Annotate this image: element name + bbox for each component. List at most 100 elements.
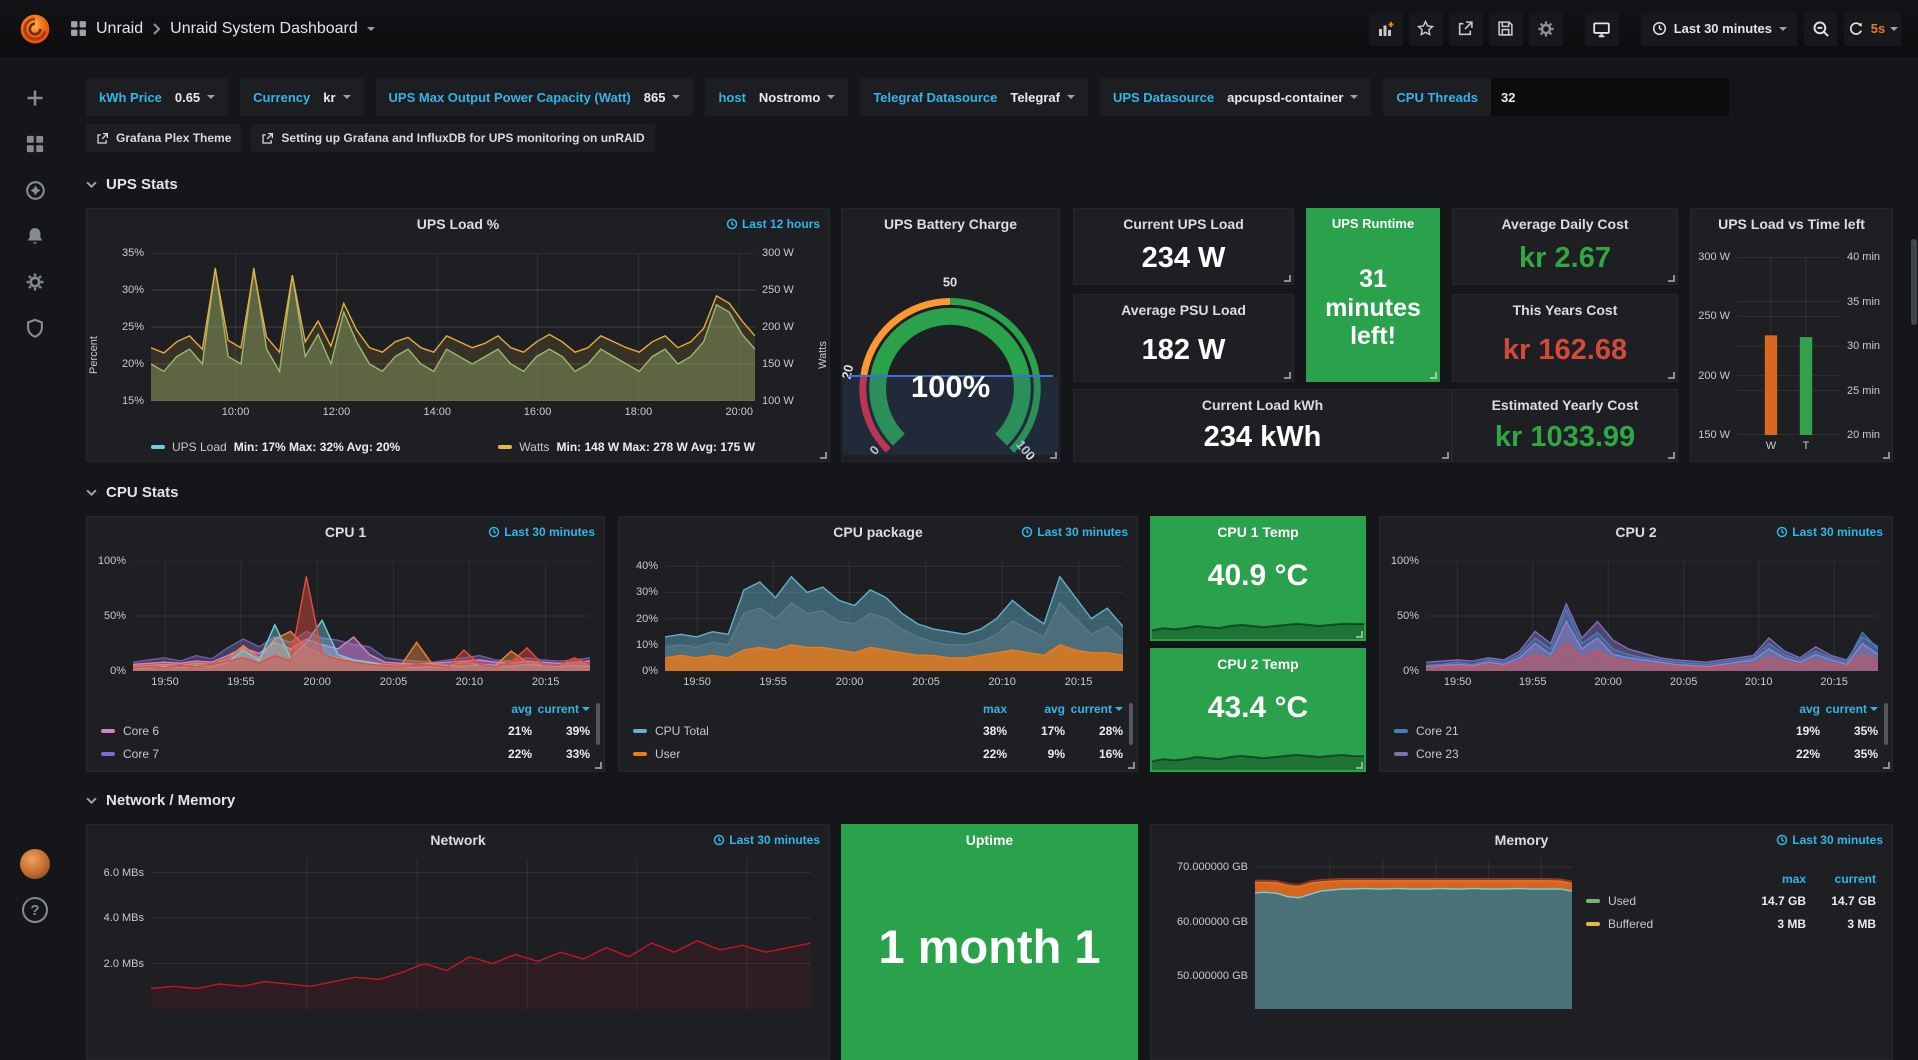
memory-chart[interactable]: [1255, 859, 1572, 1009]
panel-title[interactable]: CPU 1 Temp: [1217, 524, 1299, 540]
breadcrumb-dashboard-title[interactable]: Unraid System Dashboard: [170, 19, 358, 37]
server-admin-shield-icon[interactable]: [0, 305, 70, 351]
panel-resize-handle[interactable]: [1050, 452, 1057, 459]
variable-kwh-price[interactable]: kWh Price 0.65: [86, 78, 229, 116]
panel-resize-handle[interactable]: [1128, 762, 1135, 769]
panel-title[interactable]: Memory: [1494, 832, 1549, 848]
panel-resize-handle[interactable]: [1430, 372, 1437, 379]
panel-title[interactable]: UPS Load vs Time left: [1718, 216, 1865, 232]
panel-time-range-link[interactable]: Last 30 minutes: [488, 525, 595, 539]
legend-col-avg[interactable]: avg: [1799, 702, 1820, 716]
share-button[interactable]: [1448, 11, 1483, 46]
series-name[interactable]: Core 23: [1416, 746, 1459, 761]
variable-telegraf-datasource[interactable]: Telegraf Datasource Telegraf: [860, 78, 1088, 116]
series-name[interactable]: User: [655, 746, 681, 761]
series-name[interactable]: Used: [1608, 893, 1637, 908]
alerting-bell-icon[interactable]: [0, 213, 70, 259]
panel-title[interactable]: CPU 1: [324, 524, 367, 540]
panel-resize-handle[interactable]: [1883, 762, 1890, 769]
panel-title[interactable]: UPS Load %: [416, 216, 500, 232]
section-cpu-stats[interactable]: CPU Stats: [86, 484, 179, 501]
panel-title[interactable]: Average Daily Cost: [1501, 216, 1629, 232]
refresh-interval[interactable]: 5s: [1870, 21, 1886, 36]
panel-resize-handle[interactable]: [820, 452, 827, 459]
panel-time-range-link[interactable]: Last 12 hours: [726, 217, 820, 231]
panel-time-range-link[interactable]: Last 30 minutes: [1776, 833, 1883, 847]
explore-compass-icon[interactable]: [0, 167, 70, 213]
legend-col-avg[interactable]: avg: [1044, 702, 1065, 716]
link-grafana-plex-theme[interactable]: Grafana Plex Theme: [86, 124, 242, 152]
breadcrumb-folder[interactable]: Unraid: [96, 19, 144, 37]
zoom-out-button[interactable]: [1804, 11, 1838, 46]
legend-scrollbar[interactable]: [1884, 703, 1888, 745]
panel-title[interactable]: Network: [430, 832, 486, 848]
panel-title[interactable]: Current UPS Load: [1123, 216, 1244, 232]
panel-resize-handle[interactable]: [1356, 631, 1363, 638]
panel-resize-handle[interactable]: [1442, 452, 1449, 459]
series-name[interactable]: Buffered: [1608, 916, 1654, 931]
series-name[interactable]: Core 7: [123, 746, 160, 761]
add-panel-button[interactable]: [1368, 11, 1403, 46]
create-plus-icon[interactable]: [0, 75, 70, 121]
chevron-down-icon[interactable]: [366, 26, 375, 31]
cpu2-chart[interactable]: [1426, 561, 1878, 671]
battery-gauge[interactable]: 0 20 50 100: [842, 235, 1059, 461]
variable-ups-datasource[interactable]: UPS Datasource apcupsd-container: [1099, 78, 1372, 116]
ups-load-chart[interactable]: [151, 253, 755, 401]
panel-title[interactable]: Estimated Yearly Cost: [1491, 397, 1639, 413]
user-avatar[interactable]: [0, 841, 70, 887]
panel-title[interactable]: UPS Runtime: [1331, 216, 1415, 231]
panel-resize-handle[interactable]: [1883, 452, 1890, 459]
panel-resize-handle[interactable]: [595, 762, 602, 769]
legend-col-current[interactable]: current: [532, 702, 590, 716]
page-scrollbar[interactable]: [1911, 239, 1917, 325]
legend-col-current[interactable]: current: [1820, 702, 1878, 716]
dashboards-icon[interactable]: [0, 121, 70, 167]
time-range-picker[interactable]: Last 30 minutes: [1640, 11, 1798, 46]
section-ups-stats[interactable]: UPS Stats: [86, 176, 178, 193]
panel-resize-handle[interactable]: [1668, 372, 1675, 379]
series-name[interactable]: Core 6: [123, 723, 160, 738]
help-icon[interactable]: ?: [0, 887, 70, 933]
panel-title[interactable]: This Years Cost: [1512, 302, 1618, 318]
dashboard-settings-button[interactable]: [1528, 11, 1563, 46]
legend-col-avg[interactable]: avg: [511, 702, 532, 716]
legend-col-max[interactable]: max: [1781, 872, 1806, 886]
ups-bar-chart[interactable]: [1737, 257, 1840, 435]
panel-time-range-link[interactable]: Last 30 minutes: [1776, 525, 1883, 539]
panel-resize-handle[interactable]: [1668, 275, 1675, 282]
series-name[interactable]: Watts: [519, 440, 550, 454]
panel-resize-handle[interactable]: [1284, 275, 1291, 282]
legend-col-current[interactable]: current: [1065, 702, 1123, 716]
save-button[interactable]: [1488, 11, 1523, 46]
panel-resize-handle[interactable]: [1356, 762, 1363, 769]
panel-time-range-link[interactable]: Last 30 minutes: [1021, 525, 1128, 539]
panel-resize-handle[interactable]: [1668, 452, 1675, 459]
tv-kiosk-button[interactable]: [1584, 11, 1619, 46]
legend-col-max[interactable]: max: [982, 702, 1007, 716]
series-name[interactable]: CPU Total: [655, 723, 709, 738]
panel-title[interactable]: UPS Battery Charge: [883, 216, 1018, 232]
variable-host[interactable]: host Nostromo: [705, 78, 849, 116]
configuration-gear-icon[interactable]: [0, 259, 70, 305]
legend-scrollbar[interactable]: [596, 703, 600, 745]
series-name[interactable]: Core 21: [1416, 723, 1459, 738]
section-network-memory[interactable]: Network / Memory: [86, 792, 235, 809]
variable-ups-max-output[interactable]: UPS Max Output Power Capacity (Watt) 865: [375, 78, 694, 116]
link-grafana-influxdb-ups-guide[interactable]: Setting up Grafana and InfluxDB for UPS …: [251, 124, 655, 152]
panel-title[interactable]: Uptime: [965, 832, 1014, 848]
grafana-logo[interactable]: [0, 12, 70, 46]
star-button[interactable]: [1408, 11, 1443, 46]
cpu1-chart[interactable]: [133, 561, 590, 671]
refresh-button[interactable]: 5s: [1844, 11, 1902, 46]
panel-resize-handle[interactable]: [1284, 372, 1291, 379]
panel-time-range-link[interactable]: Last 30 minutes: [713, 833, 820, 847]
variable-currency[interactable]: Currency kr: [240, 78, 364, 116]
panel-title[interactable]: Average PSU Load: [1121, 302, 1246, 318]
dashboards-grid-icon[interactable]: [70, 20, 87, 37]
panel-title[interactable]: CPU 2: [1615, 524, 1657, 540]
legend-col-current[interactable]: current: [1834, 872, 1876, 886]
legend-scrollbar[interactable]: [1129, 703, 1133, 745]
panel-title[interactable]: CPU 2 Temp: [1217, 656, 1299, 672]
cpu-package-chart[interactable]: [665, 561, 1123, 671]
